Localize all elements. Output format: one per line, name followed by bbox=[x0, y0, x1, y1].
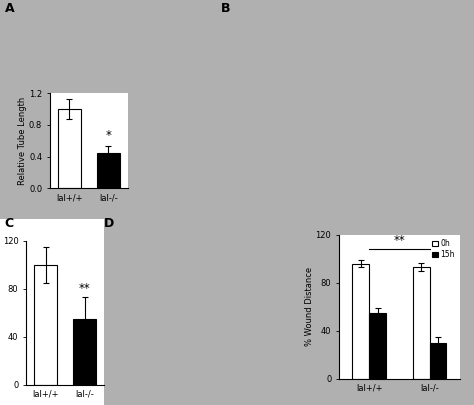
Bar bbox=[429, 343, 447, 379]
Bar bbox=[57, 109, 81, 188]
Bar bbox=[369, 313, 386, 379]
Text: B: B bbox=[220, 2, 230, 15]
Bar bbox=[97, 153, 120, 188]
Bar bbox=[34, 265, 57, 385]
Text: A: A bbox=[5, 2, 14, 15]
Text: D: D bbox=[104, 217, 115, 230]
Text: **: ** bbox=[393, 234, 405, 247]
Text: **: ** bbox=[79, 282, 91, 295]
Text: C: C bbox=[5, 217, 14, 230]
Bar bbox=[352, 264, 369, 379]
Y-axis label: Relative Tube Length: Relative Tube Length bbox=[18, 97, 27, 185]
Y-axis label: Hemoglobin Content
(% vs. lal+/+): Hemoglobin Content (% vs. lal+/+) bbox=[0, 269, 1, 356]
Legend: 0h, 15h: 0h, 15h bbox=[431, 239, 456, 260]
Bar bbox=[413, 267, 429, 379]
Text: *: * bbox=[106, 129, 111, 142]
Bar bbox=[73, 319, 97, 385]
Y-axis label: % Wound Distance: % Wound Distance bbox=[305, 267, 314, 346]
